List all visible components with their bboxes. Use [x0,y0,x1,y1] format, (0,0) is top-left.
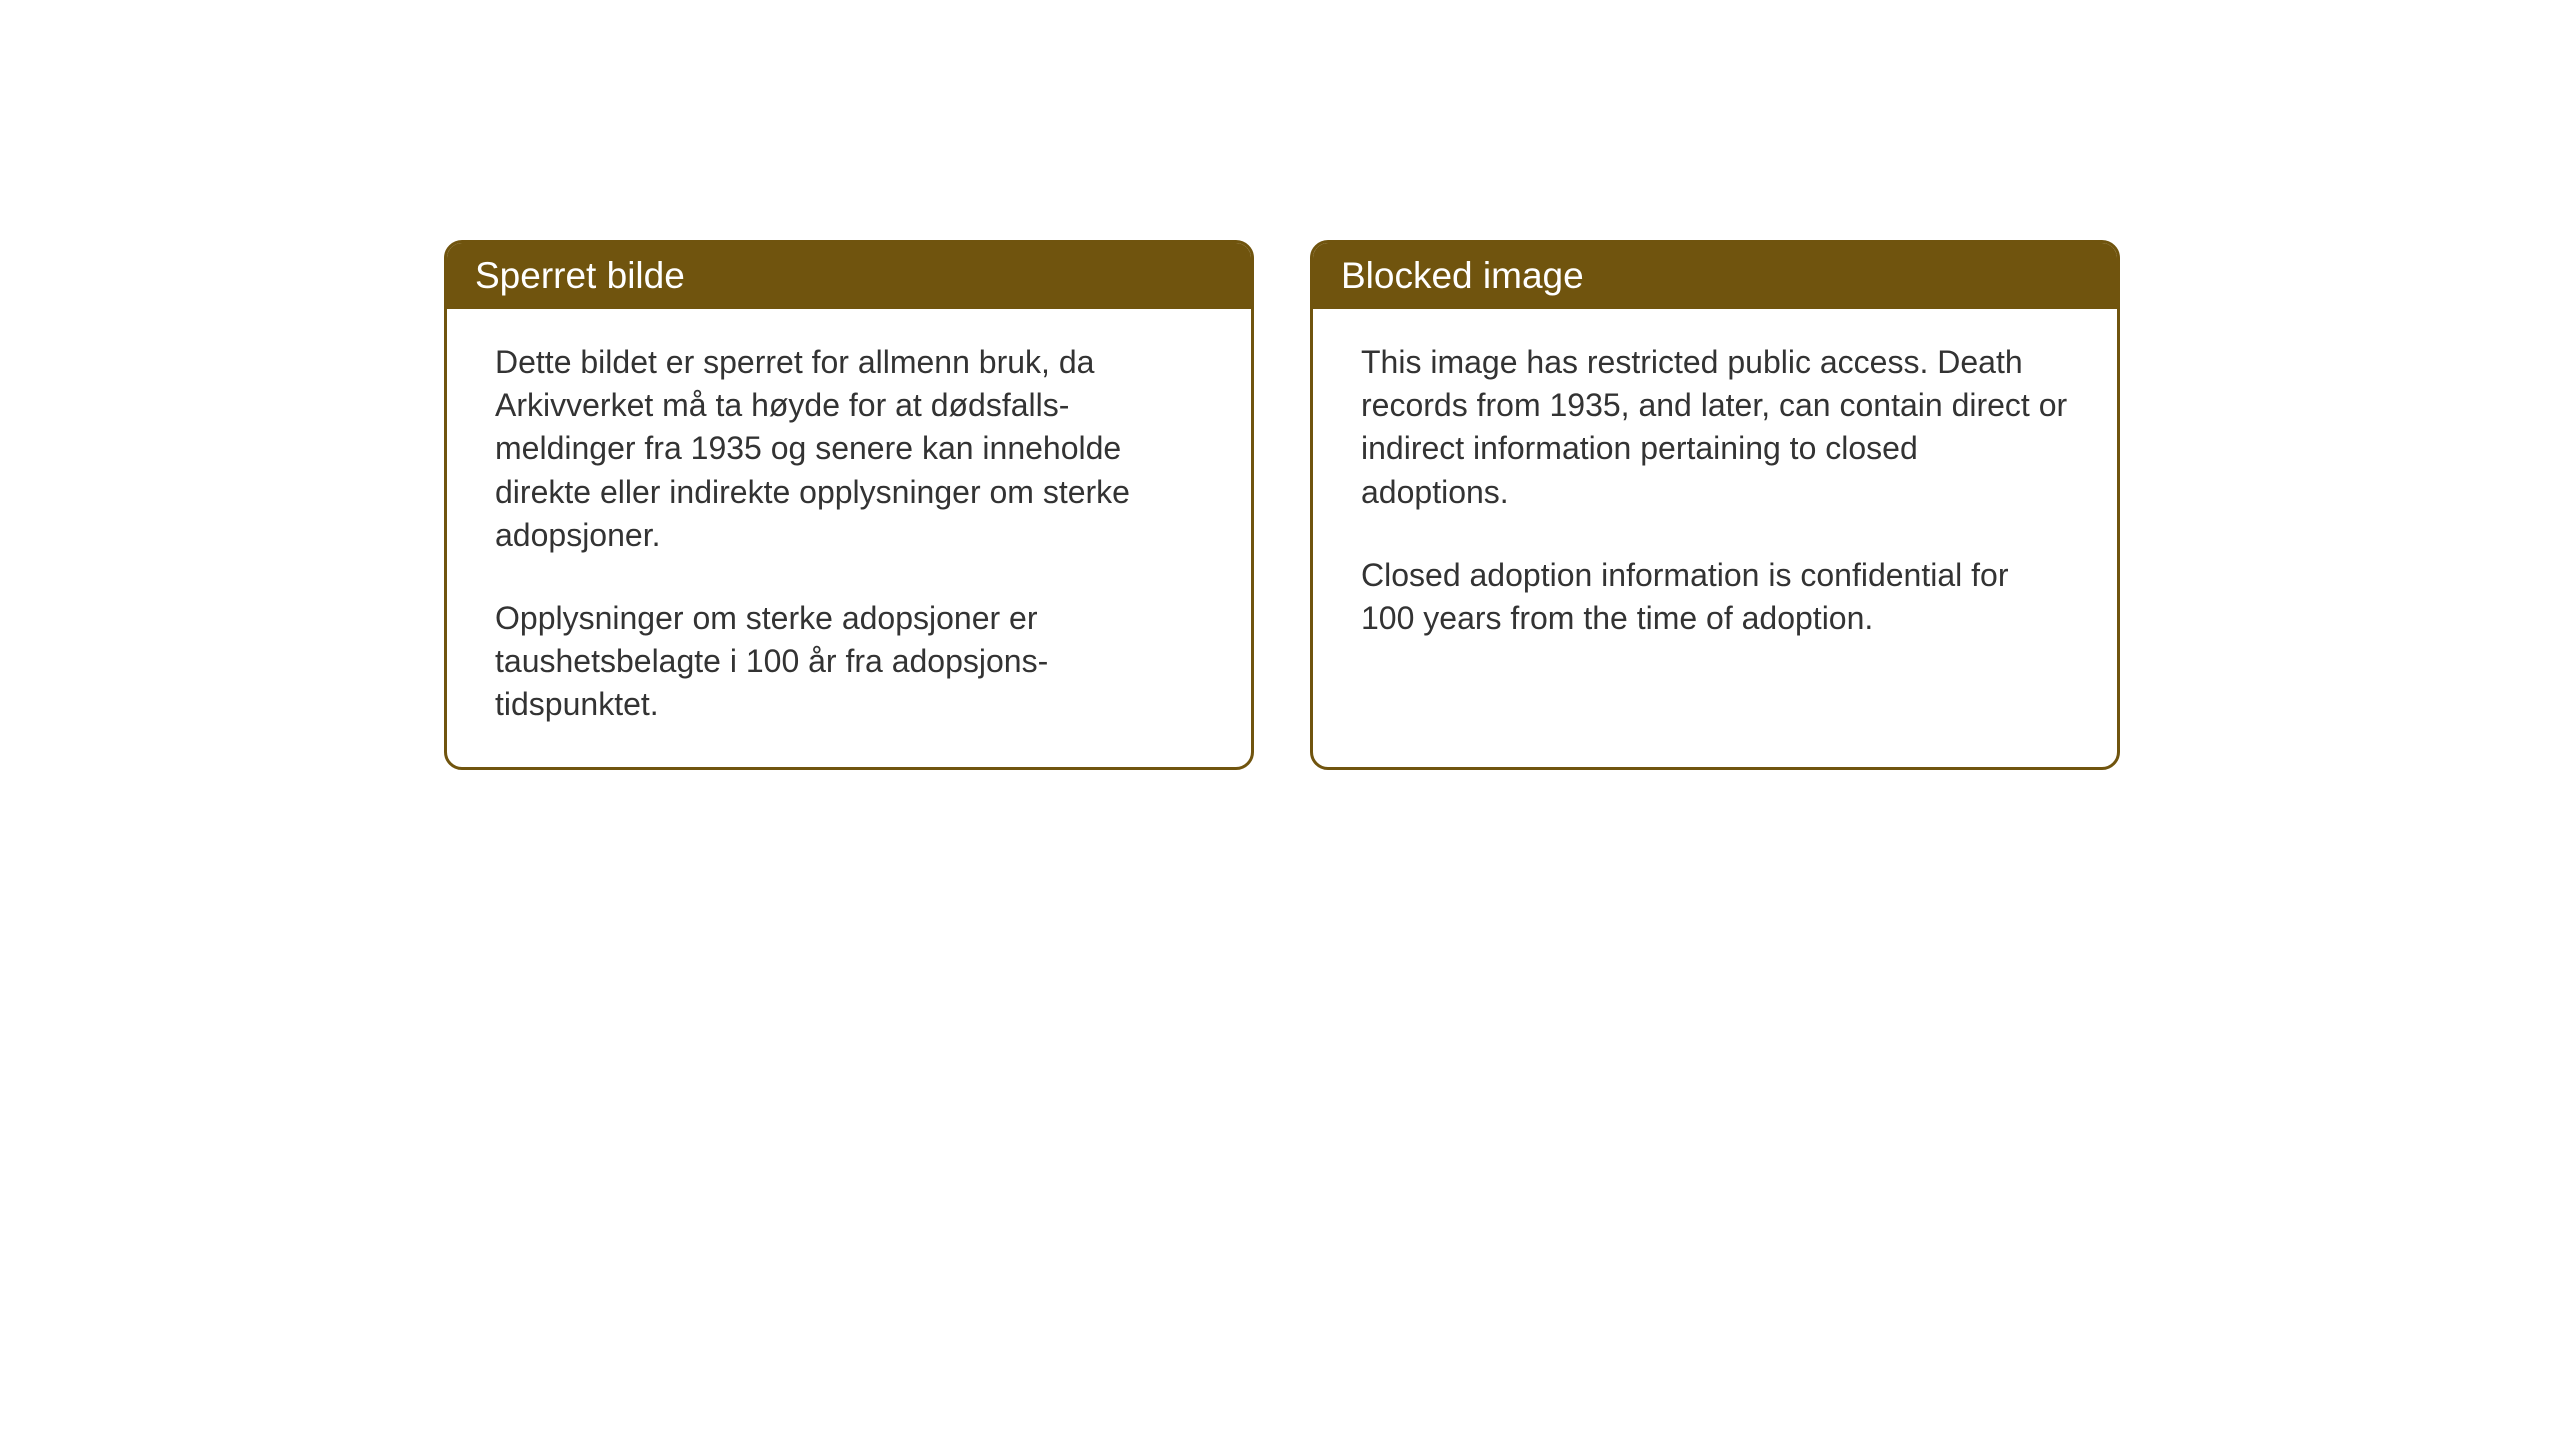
english-paragraph-2: Closed adoption information is confident… [1361,554,2069,640]
norwegian-card-body: Dette bildet er sperret for allmenn bruk… [447,309,1251,767]
norwegian-card-title: Sperret bilde [475,255,1223,297]
english-paragraph-1: This image has restricted public access.… [1361,341,2069,514]
english-card-header: Blocked image [1313,243,2117,309]
english-card-title: Blocked image [1341,255,2089,297]
norwegian-paragraph-2: Opplysninger om sterke adopsjoner er tau… [495,597,1203,727]
english-notice-card: Blocked image This image has restricted … [1310,240,2120,770]
norwegian-card-header: Sperret bilde [447,243,1251,309]
english-card-body: This image has restricted public access.… [1313,309,2117,749]
norwegian-notice-card: Sperret bilde Dette bildet er sperret fo… [444,240,1254,770]
notice-cards-container: Sperret bilde Dette bildet er sperret fo… [444,240,2560,770]
norwegian-paragraph-1: Dette bildet er sperret for allmenn bruk… [495,341,1203,557]
